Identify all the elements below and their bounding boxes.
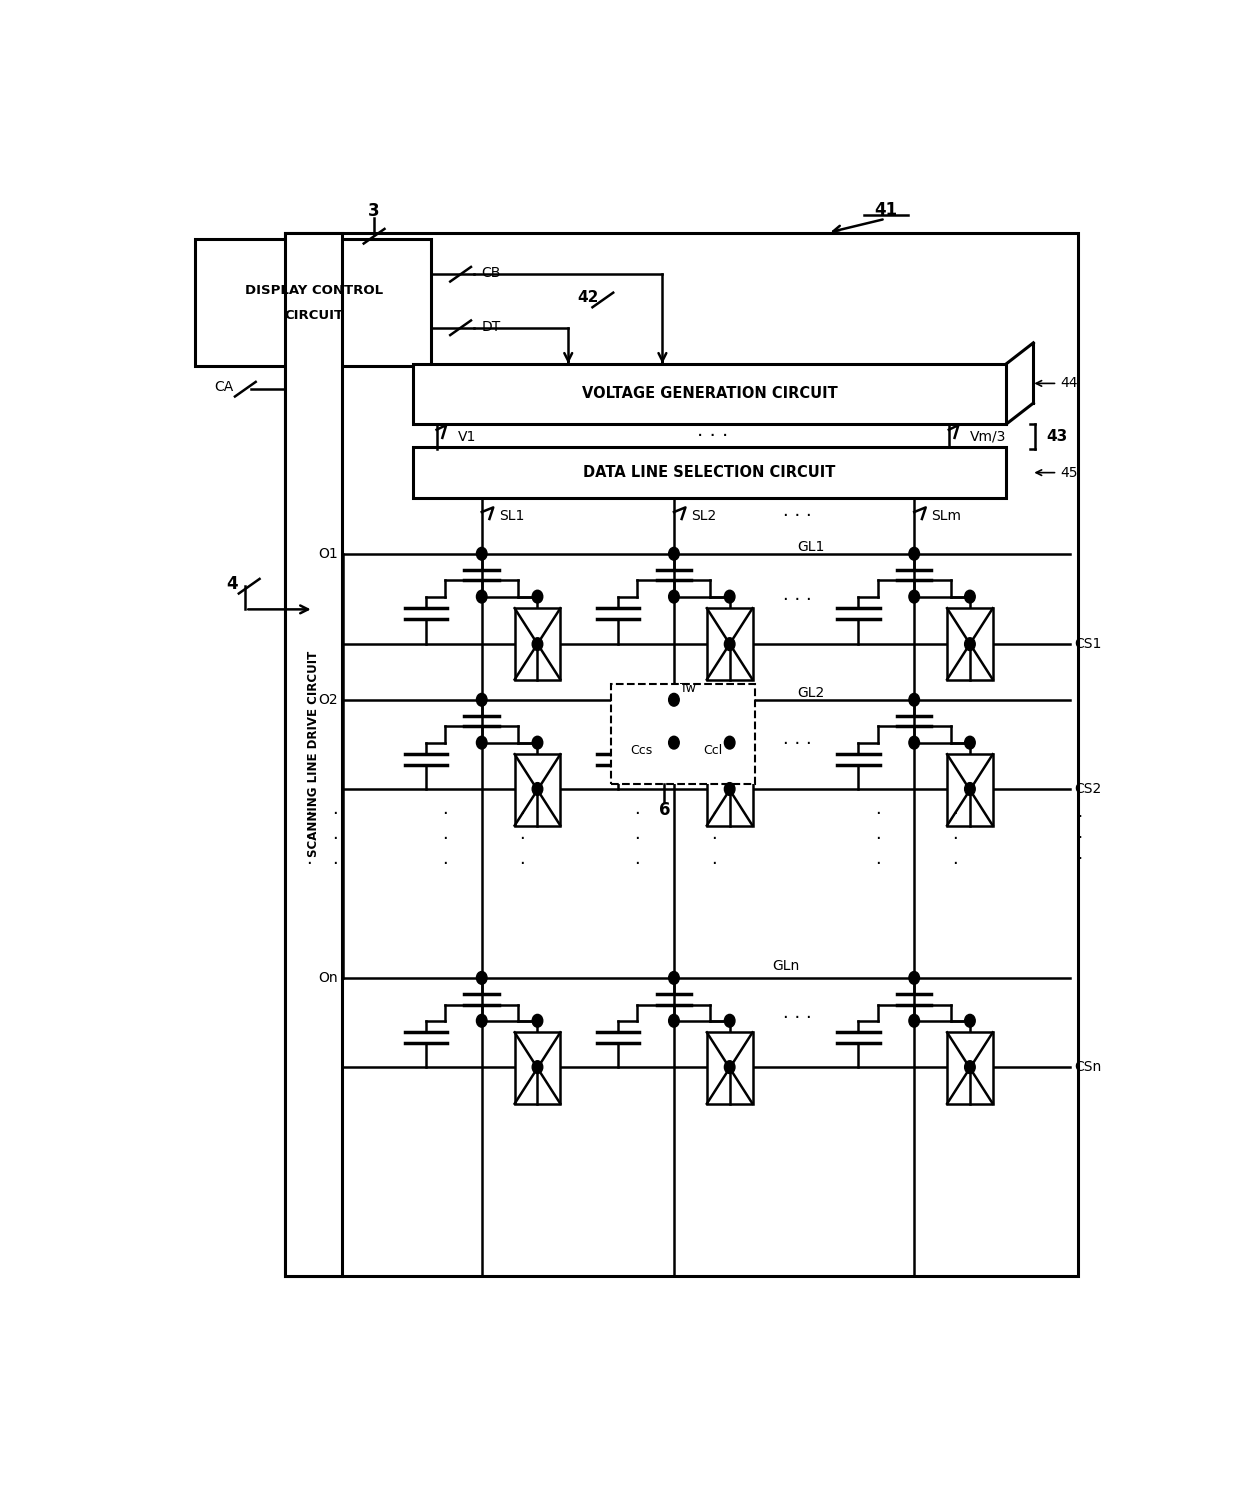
Circle shape [909, 736, 920, 749]
Text: On: On [317, 971, 337, 984]
Text: VOLTAGE GENERATION CIRCUIT: VOLTAGE GENERATION CIRCUIT [582, 387, 837, 402]
Text: 45: 45 [1060, 465, 1078, 480]
Bar [413, 447, 1007, 498]
Circle shape [476, 548, 487, 560]
Text: · · ·: · · · [782, 591, 811, 610]
Bar [515, 1032, 560, 1103]
Text: CB: CB [481, 266, 501, 280]
Circle shape [668, 1014, 680, 1026]
Text: · · ·: · · · [697, 427, 728, 445]
Circle shape [724, 783, 735, 795]
Circle shape [965, 1061, 975, 1073]
Text: ·
·
·: · · · [635, 805, 640, 873]
Bar [285, 233, 1078, 1276]
Circle shape [668, 736, 680, 749]
Circle shape [668, 694, 680, 706]
Bar [610, 683, 755, 784]
Text: Ccs: Ccs [631, 743, 653, 757]
Circle shape [909, 1014, 920, 1026]
Text: SCANNING LINE DRIVE CIRCUIT: SCANNING LINE DRIVE CIRCUIT [308, 652, 320, 858]
Circle shape [909, 548, 920, 560]
Text: ·
·
·: · · · [443, 805, 448, 873]
Circle shape [724, 590, 735, 604]
Text: CS1: CS1 [1075, 637, 1102, 652]
Circle shape [532, 1061, 543, 1073]
Text: · · ·: · · · [782, 1010, 811, 1028]
Circle shape [724, 736, 735, 749]
Text: DISPLAY CONTROL: DISPLAY CONTROL [244, 284, 383, 296]
Text: CA: CA [215, 379, 234, 394]
Circle shape [476, 590, 487, 604]
Text: ·
·
·: · · · [306, 805, 311, 873]
Bar [413, 364, 1007, 424]
Text: SL1: SL1 [498, 509, 525, 522]
Text: 43: 43 [1047, 429, 1068, 444]
Text: 41: 41 [874, 200, 897, 218]
Text: O1: O1 [317, 546, 337, 561]
Text: ·
·
·: · · · [712, 805, 717, 873]
Text: SLm: SLm [931, 509, 961, 522]
Text: ·
·
·: · · · [332, 805, 337, 873]
Text: CIRCUIT: CIRCUIT [284, 309, 343, 322]
Circle shape [909, 972, 920, 984]
Bar [515, 754, 560, 826]
Bar [947, 1032, 993, 1103]
Circle shape [476, 972, 487, 984]
Text: ·
·
·: · · · [874, 805, 880, 873]
Text: GL1: GL1 [797, 540, 825, 554]
Text: ·
·
·: · · · [520, 805, 525, 873]
Text: Tw: Tw [680, 682, 696, 695]
Text: SL2: SL2 [691, 509, 717, 522]
Text: Vm/3: Vm/3 [970, 430, 1007, 444]
Bar [196, 238, 430, 366]
Bar [707, 1032, 753, 1103]
Text: V1: V1 [458, 430, 476, 444]
Circle shape [668, 590, 680, 604]
Circle shape [532, 736, 543, 749]
Text: CSn: CSn [1075, 1060, 1102, 1075]
Text: 4: 4 [226, 575, 238, 593]
Bar [707, 608, 753, 680]
Text: 42: 42 [578, 290, 599, 306]
Text: ·
·
·: · · · [951, 805, 957, 873]
Circle shape [909, 694, 920, 706]
Circle shape [724, 638, 735, 650]
Text: Ccl: Ccl [703, 743, 722, 757]
Bar [285, 233, 342, 1276]
Circle shape [965, 783, 975, 795]
Circle shape [965, 638, 975, 650]
Circle shape [724, 1061, 735, 1073]
Circle shape [668, 972, 680, 984]
Circle shape [668, 548, 680, 560]
Text: DATA LINE SELECTION CIRCUIT: DATA LINE SELECTION CIRCUIT [583, 465, 836, 480]
Text: GLn: GLn [773, 959, 800, 974]
Circle shape [909, 590, 920, 604]
Circle shape [965, 590, 975, 604]
Circle shape [724, 1014, 735, 1026]
Text: O2: O2 [317, 692, 337, 707]
Circle shape [532, 638, 543, 650]
Circle shape [532, 1014, 543, 1026]
Bar [515, 608, 560, 680]
Bar [707, 754, 753, 826]
Text: GL2: GL2 [797, 686, 825, 700]
Text: 44: 44 [1060, 376, 1078, 390]
Circle shape [965, 736, 975, 749]
Circle shape [532, 590, 543, 604]
Circle shape [476, 1014, 487, 1026]
Text: · · ·: · · · [782, 734, 811, 752]
Circle shape [476, 694, 487, 706]
Bar [947, 608, 993, 680]
Bar [947, 754, 993, 826]
Text: DT: DT [481, 319, 501, 334]
Circle shape [532, 783, 543, 795]
Text: ·
·
·: · · · [1078, 810, 1083, 867]
Circle shape [476, 736, 487, 749]
Text: · · ·: · · · [782, 507, 811, 525]
Text: CS2: CS2 [1075, 783, 1102, 796]
Text: 3: 3 [368, 202, 379, 220]
Circle shape [965, 1014, 975, 1026]
Text: 6: 6 [658, 801, 670, 819]
